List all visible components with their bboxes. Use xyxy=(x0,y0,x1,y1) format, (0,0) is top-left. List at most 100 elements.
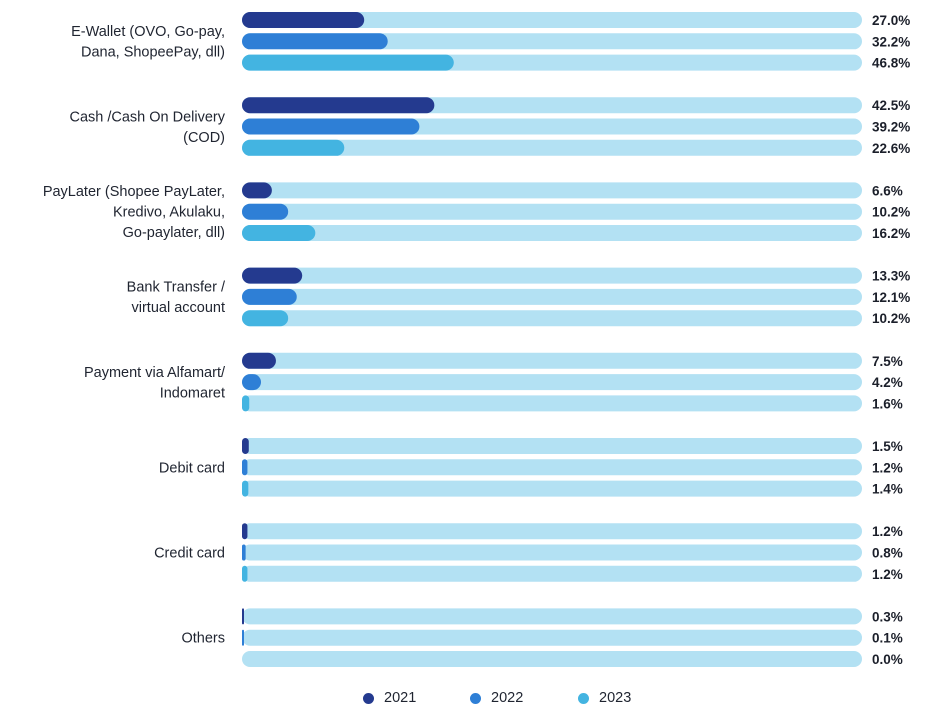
bar-2021 xyxy=(242,352,276,369)
category-label: Cash /Cash On Delivery (COD) xyxy=(69,109,225,146)
category-group: Others 0.3% 0.1% 0.0% xyxy=(181,608,903,667)
bar-2023 xyxy=(242,310,289,327)
legend-label-2023: 2023 xyxy=(599,690,632,706)
value-label: 1.5% xyxy=(872,439,903,454)
value-label: 1.4% xyxy=(872,482,903,497)
category-label: PayLater (Shopee PayLater, Kredivo, Akula… xyxy=(43,184,225,241)
bar-track xyxy=(242,139,862,156)
bar-2022 xyxy=(242,203,289,220)
category-label-line: Cash /Cash On Delivery xyxy=(69,109,225,125)
value-label: 7.5% xyxy=(872,354,903,369)
value-label: 27.0% xyxy=(872,13,910,28)
value-label: 39.2% xyxy=(872,120,910,135)
bar-track xyxy=(242,225,862,241)
value-label: 42.5% xyxy=(872,98,910,113)
category-group: Payment via Alfamart/Indomaret 7.5% 4.2% 1.… xyxy=(84,352,903,412)
category-group: Bank Transfer / virtual account 13.3% 12.1%… xyxy=(127,267,910,327)
bar-2023 xyxy=(242,139,345,156)
legend-label-2021: 2021 xyxy=(384,690,417,706)
bar-track xyxy=(242,395,862,412)
bar-2021 xyxy=(242,267,303,284)
category-label-line: Go-paylater, dll) xyxy=(123,225,225,241)
bar-track xyxy=(242,544,862,561)
category-label: E-Wallet (OVO, Go-pay, Dana, ShopeePay, d… xyxy=(71,24,225,61)
category-label-line: Kredivo, Akulaku, xyxy=(113,205,225,221)
category-label: Bank Transfer / virtual account xyxy=(127,280,226,317)
value-label: 0.3% xyxy=(872,609,903,624)
bar-track xyxy=(242,267,862,284)
category-label-line: Credit card xyxy=(154,546,225,562)
bar-track xyxy=(242,651,862,667)
category-group: Debit card 1.5% 1.2% 1.4% xyxy=(159,438,903,497)
bar-track xyxy=(242,12,862,28)
bar-2021 xyxy=(242,523,248,540)
value-label: 1.6% xyxy=(872,396,903,411)
bar-2022 xyxy=(242,288,297,305)
category-group: E-Wallet (OVO, Go-pay, Dana, ShopeePay, d… xyxy=(71,12,910,71)
bar-track xyxy=(242,374,862,391)
value-label: 46.8% xyxy=(872,56,910,71)
bar-2022 xyxy=(242,374,262,391)
category-label: Payment via Alfamart/Indomaret xyxy=(84,365,226,402)
value-label: 6.6% xyxy=(872,183,903,198)
bar-2023 xyxy=(242,480,249,497)
bar-2022 xyxy=(242,459,248,476)
bar-track xyxy=(242,288,862,305)
value-label: 1.2% xyxy=(872,524,903,539)
bar-track xyxy=(242,33,862,50)
category-label-line: E-Wallet (OVO, Go-pay, xyxy=(71,24,225,40)
value-label: 13.3% xyxy=(872,269,910,284)
bar-2021 xyxy=(242,12,365,28)
value-label: 0.0% xyxy=(872,652,903,667)
category-label-line: Debit card xyxy=(159,460,225,476)
bar-2022 xyxy=(242,33,388,50)
bar-track xyxy=(242,608,862,625)
category-label: Others xyxy=(181,631,225,647)
legend-label-2022: 2022 xyxy=(491,690,524,706)
bar-2022 xyxy=(242,118,420,135)
legend-swatch-2023 xyxy=(578,692,589,704)
category-label-line: Others xyxy=(181,631,225,647)
bar-2023 xyxy=(242,225,316,241)
legend-item-2021: 2021 xyxy=(363,690,416,706)
bar-2021 xyxy=(242,438,249,454)
bar-2023 xyxy=(242,54,454,71)
category-group: PayLater (Shopee PayLater, Kredivo, Akula… xyxy=(43,182,910,241)
bar-2023 xyxy=(242,395,250,412)
bar-track xyxy=(242,352,862,369)
value-label: 0.8% xyxy=(872,546,903,561)
bar-2021 xyxy=(242,97,435,114)
category-label: Debit card xyxy=(159,460,225,476)
category-label-line: (COD) xyxy=(183,130,225,146)
legend-item-2023: 2023 xyxy=(578,690,631,706)
value-label: 32.2% xyxy=(872,34,910,49)
value-label: 1.2% xyxy=(872,460,903,475)
legend: 2021 2022 2023 xyxy=(0,688,925,712)
category-label-line: Payment via Alfamart/ xyxy=(84,365,226,381)
bar-2022 xyxy=(242,629,244,646)
category-group: Credit card 1.2% 0.8% 1.2% xyxy=(154,523,903,582)
category-label-line: PayLater (Shopee PayLater, xyxy=(43,184,225,200)
value-label: 12.1% xyxy=(872,290,910,305)
bar-track xyxy=(242,459,862,476)
bar-track xyxy=(242,203,862,220)
category-label-line: Dana, ShopeePay, dll) xyxy=(81,45,225,61)
legend-swatch-2022 xyxy=(470,692,481,704)
value-label: 0.1% xyxy=(872,631,903,646)
bar-2021 xyxy=(242,182,272,199)
bar-track xyxy=(242,523,862,540)
bar-track xyxy=(242,480,862,497)
bar-track xyxy=(242,182,862,199)
value-label: 10.2% xyxy=(872,205,910,220)
value-label: 1.2% xyxy=(872,567,903,582)
category-label-line: Bank Transfer / xyxy=(127,280,226,296)
category-label: Credit card xyxy=(154,546,225,562)
value-label: 16.2% xyxy=(872,226,910,241)
bar-2022 xyxy=(242,544,246,561)
category-label-line: virtual account xyxy=(132,300,226,316)
bar-track xyxy=(242,438,862,454)
legend-item-2022: 2022 xyxy=(470,690,523,706)
bar-track xyxy=(242,629,862,646)
legend-swatch-2021 xyxy=(363,692,374,704)
